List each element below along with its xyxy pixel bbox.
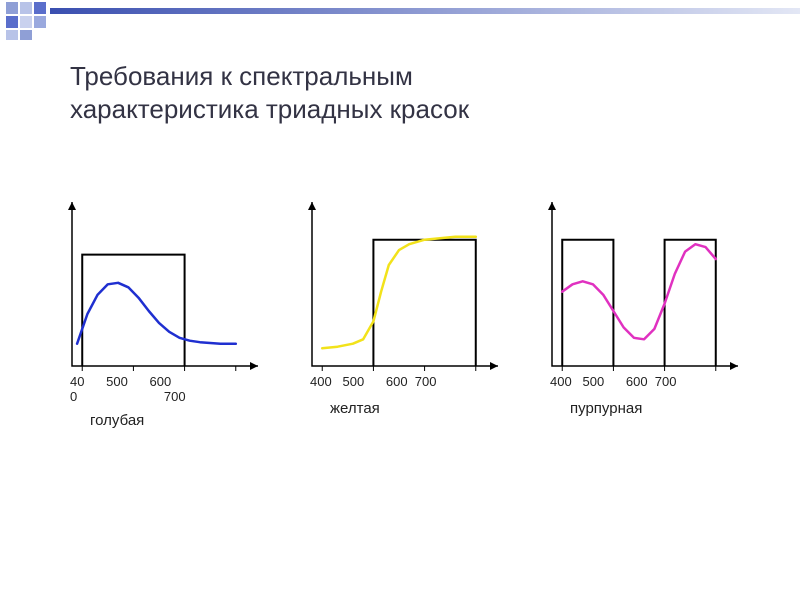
x-tick-labels: 400 500 600 700 — [310, 374, 437, 389]
chart-svg — [60, 200, 260, 380]
ideal-filter-outline — [82, 255, 184, 366]
chart-svg — [540, 200, 740, 380]
ideal-filter-outline — [665, 240, 716, 366]
chart-yellow — [300, 200, 500, 380]
chart-magenta — [540, 200, 740, 380]
x-tick-labels: 40 500 600 0 700 — [70, 374, 186, 404]
x-tick-labels: 400 500 600 700 — [550, 374, 677, 389]
charts-panel: 40 500 600 0 700 голубая 400 500 600 700 же… — [0, 0, 800, 600]
chart-caption: голубая — [90, 412, 144, 429]
ideal-filter-outline — [373, 240, 475, 366]
spectral-curve — [77, 283, 236, 344]
spectral-curve — [562, 244, 716, 339]
chart-caption: пурпурная — [570, 400, 642, 417]
chart-cyan — [60, 200, 260, 380]
chart-caption: желтая — [330, 400, 380, 417]
ideal-filter-outline — [562, 240, 613, 366]
chart-svg — [300, 200, 500, 380]
spectral-curve — [322, 237, 476, 349]
